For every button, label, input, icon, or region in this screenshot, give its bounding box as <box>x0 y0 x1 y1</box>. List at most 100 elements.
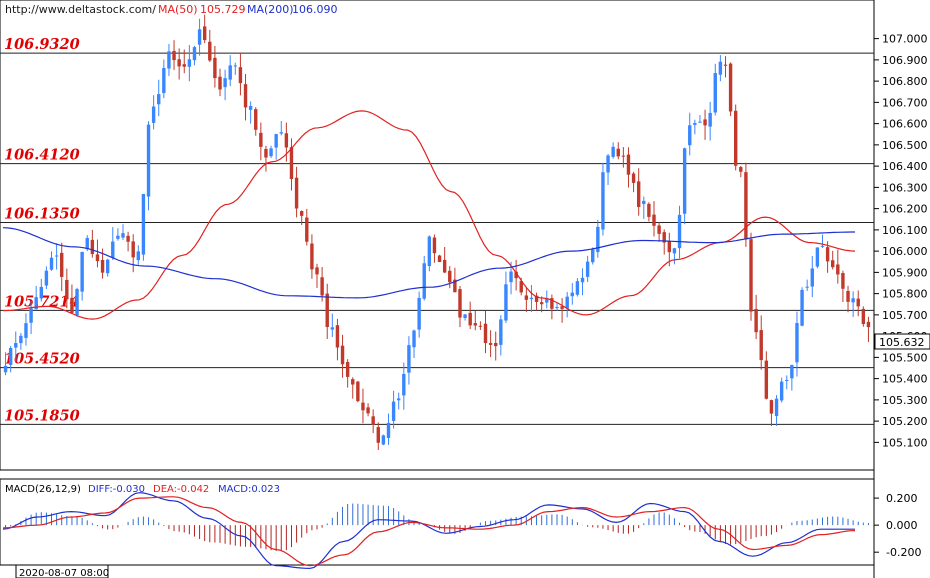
date-label-box <box>15 564 109 578</box>
candle-body <box>836 264 840 275</box>
candle-body <box>60 252 64 277</box>
candle-body <box>575 281 580 295</box>
candle-body <box>238 67 243 84</box>
candle-body <box>8 347 13 365</box>
candle-body <box>126 235 130 242</box>
candle-body <box>815 247 820 267</box>
candle-body <box>192 47 197 61</box>
candle-body <box>105 259 110 274</box>
candle-body <box>366 407 370 414</box>
candle-body <box>70 297 74 313</box>
candle-body <box>621 155 626 157</box>
candle-body <box>29 308 33 323</box>
candle-body <box>39 286 43 299</box>
candle-body <box>442 259 447 273</box>
macd-diff-line <box>2 492 855 570</box>
candle-body <box>299 211 304 216</box>
candle-body <box>831 260 835 268</box>
candle-body <box>616 148 620 157</box>
candle-body <box>626 154 631 175</box>
candle-body <box>54 255 59 257</box>
macd-tick-label: 0.000 <box>886 519 918 532</box>
ma50-line <box>2 110 856 320</box>
candle-body <box>841 273 845 289</box>
candle-body <box>146 124 151 197</box>
candle-body <box>407 345 411 373</box>
candle-body <box>100 259 105 273</box>
candle-body <box>279 132 283 134</box>
source-url[interactable]: http://www.deltastock.com/ <box>5 3 156 16</box>
candle-body <box>693 122 697 125</box>
candle-body <box>545 298 549 303</box>
candle-body <box>733 110 738 166</box>
candle-body <box>284 133 289 148</box>
price-tick-label: 105.200 <box>882 415 928 428</box>
candle-body <box>856 298 860 307</box>
candle-body <box>248 105 253 110</box>
candle-body <box>85 237 89 250</box>
candle-body <box>851 298 855 303</box>
price-tick-label: 106.500 <box>882 139 928 152</box>
candle-body <box>488 343 493 345</box>
candle-body <box>698 121 702 123</box>
macd-value-label: MACD:0.023 <box>218 484 280 495</box>
candle-body <box>24 323 28 338</box>
price-tick-label: 105.800 <box>882 288 928 301</box>
candle-body <box>539 302 544 305</box>
candle-body <box>800 289 804 326</box>
candle-body <box>534 295 539 302</box>
price-tick-label: 106.300 <box>882 181 928 194</box>
candle-body <box>310 243 314 270</box>
ma50-value: 105.729 <box>200 3 246 16</box>
candle-body <box>483 323 488 344</box>
candle-body <box>412 330 416 348</box>
candle-body <box>606 155 610 173</box>
candle-body <box>381 435 386 445</box>
candle-body <box>652 214 656 226</box>
candle-body <box>218 76 222 90</box>
candle-body <box>662 232 666 243</box>
candle-body <box>764 360 769 399</box>
candle-body <box>570 292 575 297</box>
candle-body <box>519 281 523 293</box>
current-price: 105.632 <box>879 336 925 349</box>
candle-body <box>774 398 779 417</box>
candle-body <box>305 217 309 242</box>
candle-body <box>647 203 651 217</box>
price-tick-label: 106.000 <box>882 245 928 258</box>
candle-body <box>289 147 294 179</box>
candle-body <box>259 132 263 147</box>
candle-body <box>718 61 723 75</box>
candle-body <box>197 29 202 45</box>
candle-body <box>167 51 171 69</box>
candle-body <box>111 241 115 258</box>
price-tick-label: 105.100 <box>882 436 928 449</box>
candle-body <box>667 241 672 253</box>
price-tick-label: 105.700 <box>882 309 928 322</box>
candle-body <box>95 254 100 262</box>
candle-body <box>504 284 508 321</box>
candle-body <box>560 306 564 309</box>
candle-body <box>213 57 217 79</box>
candle-body <box>785 379 789 381</box>
candle-body <box>866 321 871 328</box>
candle-body <box>529 297 534 300</box>
candle-body <box>356 381 360 402</box>
candle-body <box>264 148 268 158</box>
candle-body <box>611 146 615 157</box>
candle-body <box>182 64 186 67</box>
candle-body <box>458 289 462 318</box>
level-label: 106.9320 <box>4 36 80 53</box>
macd-tick-label: -0.200 <box>886 546 921 559</box>
candle-body <box>580 277 585 283</box>
candle-body <box>422 263 426 299</box>
candle-body <box>121 233 125 238</box>
macd-label: MACD(26,12,9) <box>5 484 81 495</box>
candle-body <box>417 297 421 330</box>
candle-body <box>636 181 641 208</box>
candle-body <box>688 125 692 146</box>
candle-body <box>642 200 646 205</box>
level-label: 106.1350 <box>4 205 80 222</box>
candle-body <box>345 361 350 377</box>
